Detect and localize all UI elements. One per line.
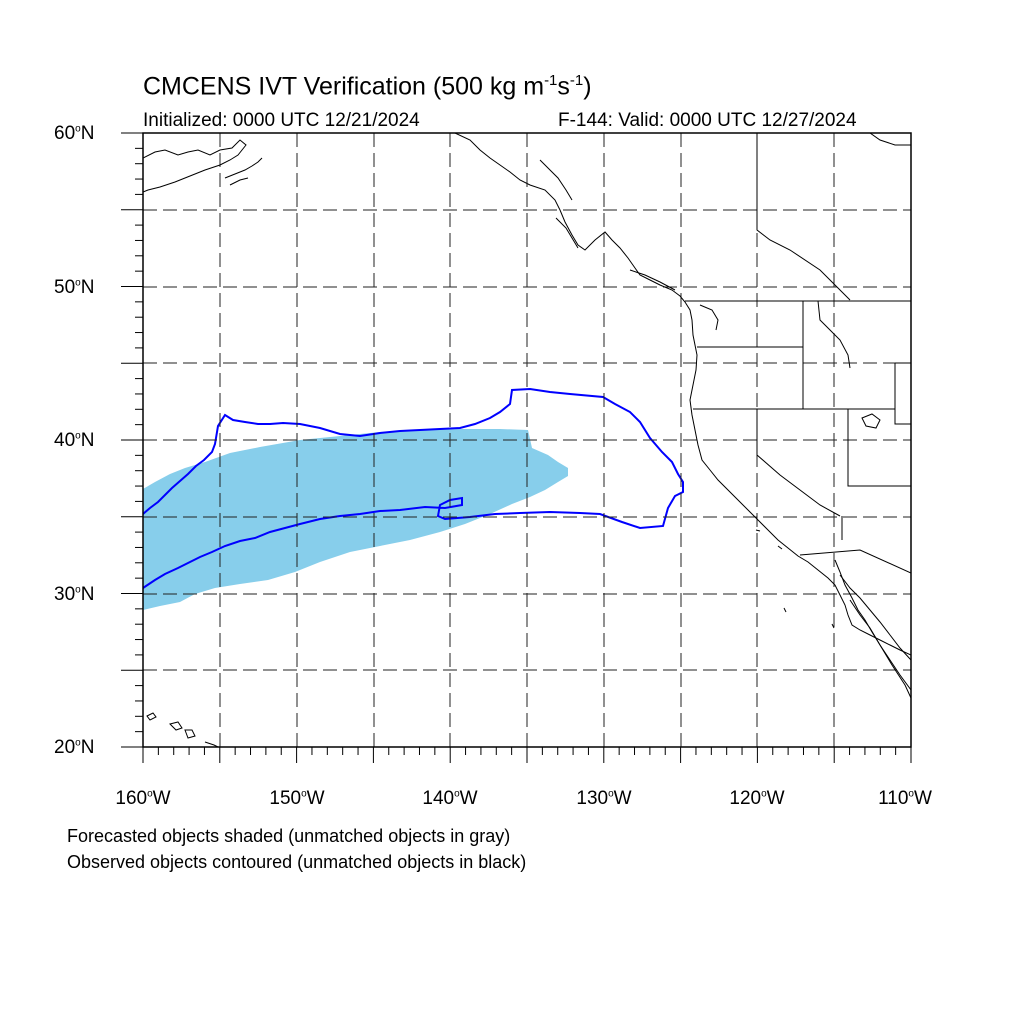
lat-label-20n: 20oN xyxy=(54,737,95,758)
lat-label-30n: 30oN xyxy=(54,584,95,605)
lon-label-150w: 150oW xyxy=(269,788,325,809)
political-boundaries xyxy=(685,133,911,574)
initialized-time: Initialized: 0000 UTC 12/21/2024 xyxy=(143,110,420,131)
lon-label-120w: 120oW xyxy=(729,788,785,809)
coastlines xyxy=(143,133,911,747)
lat-label-40n: 40oN xyxy=(54,430,95,451)
lon-label-110w: 110oW xyxy=(878,788,932,809)
forecast-note: Forecasted objects shaded (unmatched obj… xyxy=(67,826,511,846)
valid-time: F-144: Valid: 0000 UTC 12/27/2024 xyxy=(558,110,857,131)
lon-label-160w: 160oW xyxy=(115,788,171,809)
lon-label-140w: 140oW xyxy=(422,788,478,809)
observed-note: Observed objects contoured (unmatched ob… xyxy=(67,852,527,872)
lat-label-50n: 50oN xyxy=(54,277,95,298)
lat-gridlines xyxy=(143,209,911,671)
lon-label-130w: 130oW xyxy=(576,788,632,809)
chart-title: CMCENS IVT Verification (500 kg m-1s-1) xyxy=(143,72,592,101)
lat-label-60n: 60oN xyxy=(54,123,95,144)
axis-ticks xyxy=(121,132,912,763)
forecast-object xyxy=(143,429,568,610)
